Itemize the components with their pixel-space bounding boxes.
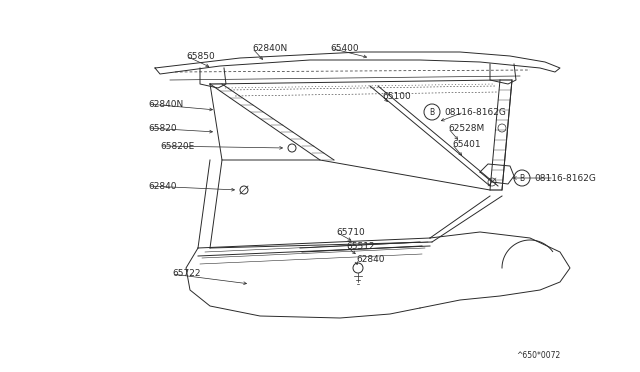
Text: 65820: 65820	[148, 124, 177, 132]
Text: B: B	[429, 108, 435, 116]
Text: ^650*0072: ^650*0072	[516, 351, 560, 360]
Text: 65710: 65710	[336, 228, 365, 237]
Text: 62840N: 62840N	[252, 44, 287, 52]
Text: 65820E: 65820E	[160, 141, 195, 151]
Text: 08116-8162G: 08116-8162G	[444, 108, 506, 116]
Text: 65850: 65850	[186, 51, 215, 61]
Text: B: B	[520, 173, 525, 183]
Text: 65722: 65722	[172, 269, 200, 279]
Text: 65400: 65400	[330, 44, 358, 52]
Text: 62840: 62840	[356, 256, 385, 264]
Text: 62840N: 62840N	[148, 99, 183, 109]
Text: 62528M: 62528M	[448, 124, 484, 132]
Text: 65512: 65512	[346, 241, 374, 250]
Text: 62840: 62840	[148, 182, 177, 190]
Text: 65401: 65401	[452, 140, 481, 148]
Text: 08116-8162G: 08116-8162G	[534, 173, 596, 183]
Text: 65100: 65100	[382, 92, 411, 100]
